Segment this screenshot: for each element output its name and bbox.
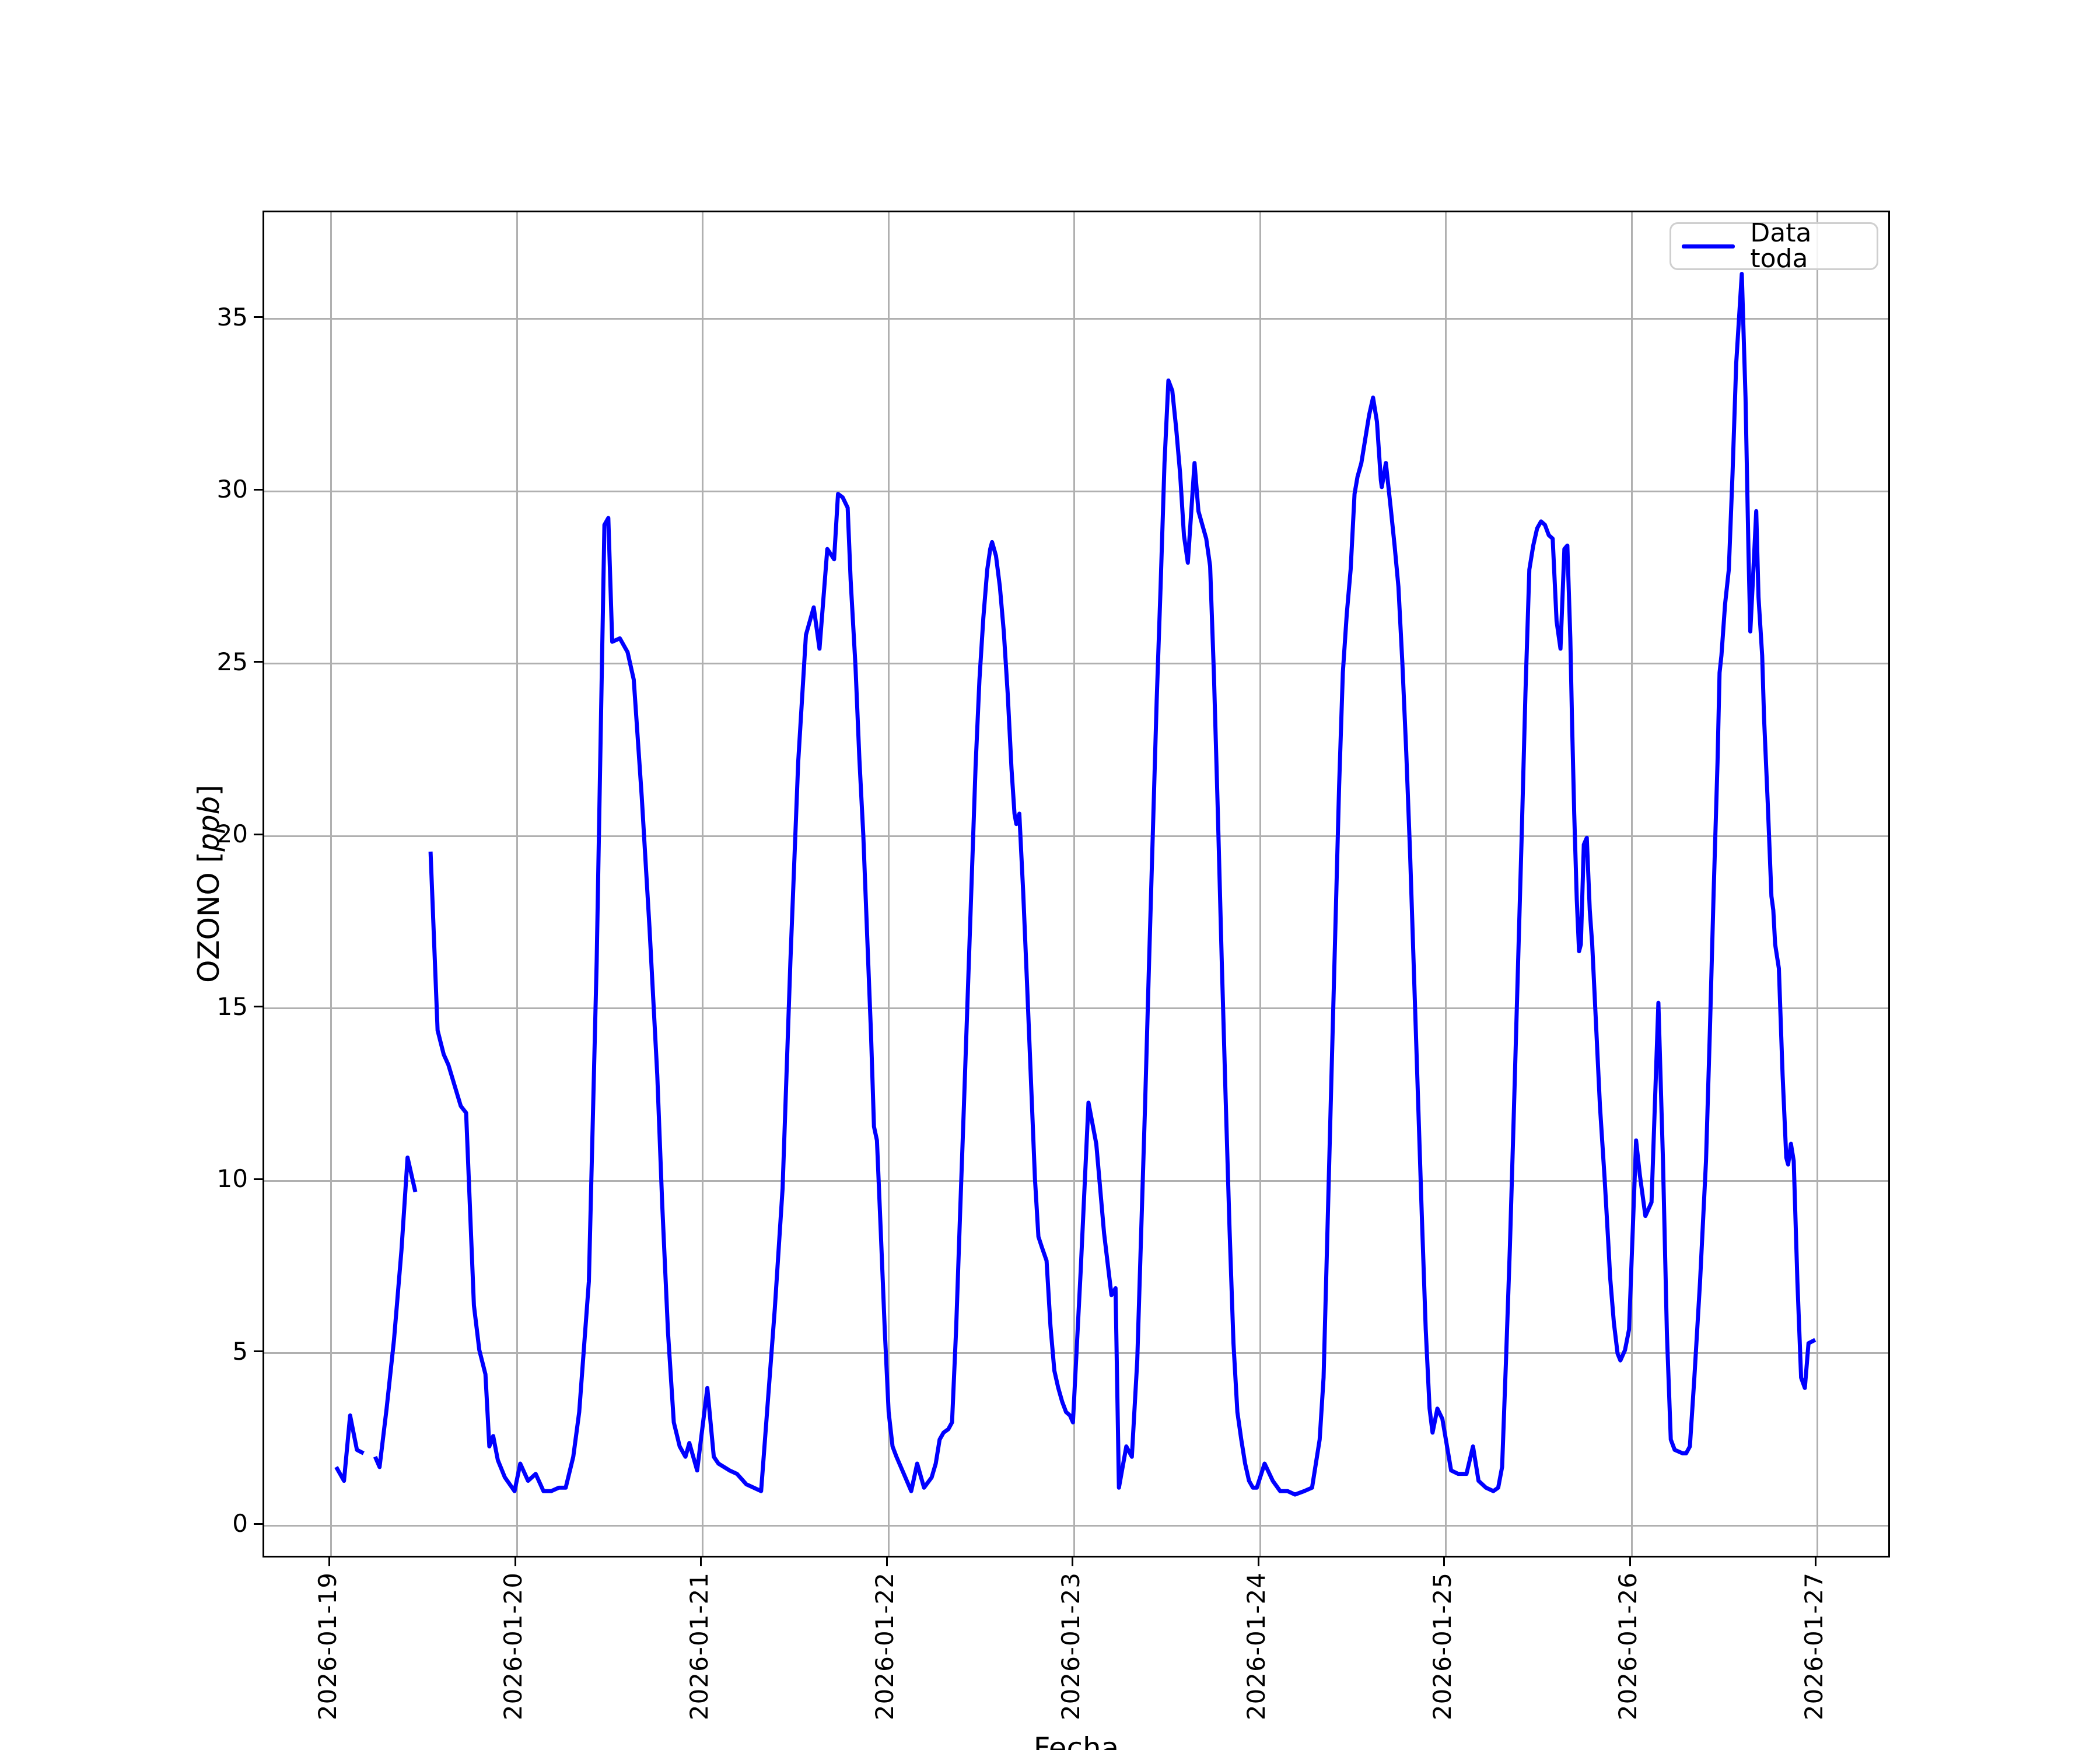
y-tick-label: 5 xyxy=(232,1336,248,1366)
y-tick-mark xyxy=(254,1522,262,1525)
legend: Data toda xyxy=(1670,218,1878,274)
x-gridline xyxy=(516,212,518,1556)
x-tick-label: 2026-01-26 xyxy=(1614,1572,1643,1721)
x-tick-mark xyxy=(1257,1558,1259,1566)
y-tick-mark xyxy=(254,316,262,318)
data-line xyxy=(373,1155,418,1469)
x-gridline xyxy=(1073,212,1076,1556)
y-axis-label: OZONO [ppb] xyxy=(192,785,226,983)
y-gridline xyxy=(264,1180,1888,1182)
x-tick-mark xyxy=(1629,1558,1631,1566)
x-tick-label: 2026-01-19 xyxy=(313,1572,342,1721)
y-tick-label: 15 xyxy=(216,992,248,1021)
plot-area xyxy=(262,211,1890,1558)
y-tick-mark xyxy=(254,488,262,491)
x-tick-label: 2026-01-24 xyxy=(1242,1572,1271,1721)
y-tick-label: 20 xyxy=(216,820,248,849)
y-tick-label: 10 xyxy=(216,1164,248,1194)
y-gridline xyxy=(264,663,1888,665)
x-tick-label: 2026-01-23 xyxy=(1056,1572,1085,1721)
x-tick-mark xyxy=(1443,1558,1446,1566)
legend-line-sample xyxy=(1682,244,1735,249)
x-tick-mark xyxy=(514,1558,516,1566)
x-gridline xyxy=(1445,212,1447,1556)
x-tick-mark xyxy=(1072,1558,1074,1566)
y-tick-mark xyxy=(254,1178,262,1180)
y-gridline xyxy=(264,1524,1888,1527)
legend-label: Data toda xyxy=(1750,218,1812,274)
y-axis-label-unit: ppb xyxy=(192,796,226,852)
y-gridline xyxy=(264,835,1888,837)
x-gridline xyxy=(330,212,332,1556)
y-tick-mark xyxy=(254,661,262,663)
y-tick-mark xyxy=(254,1350,262,1353)
data-line xyxy=(334,1413,365,1483)
y-tick-label: 0 xyxy=(232,1509,248,1538)
x-gridline xyxy=(1817,212,1819,1556)
x-tick-label: 2026-01-20 xyxy=(499,1572,528,1721)
x-gridline xyxy=(702,212,704,1556)
y-axis-label-suffix: ] xyxy=(192,785,226,796)
x-tick-mark xyxy=(1815,1558,1817,1566)
x-tick-label: 2026-01-21 xyxy=(684,1572,713,1721)
x-gridline xyxy=(887,212,890,1556)
y-tick-label: 30 xyxy=(216,475,248,504)
x-gridline xyxy=(1630,212,1633,1556)
data-line xyxy=(428,272,1817,1497)
y-gridline xyxy=(264,318,1888,320)
x-tick-label: 2026-01-22 xyxy=(870,1572,900,1721)
y-tick-label: 25 xyxy=(216,647,248,676)
x-tick-mark xyxy=(700,1558,702,1566)
y-gridline xyxy=(264,1007,1888,1010)
x-gridline xyxy=(1259,212,1261,1556)
y-tick-mark xyxy=(254,1006,262,1008)
x-tick-label: 2026-01-27 xyxy=(1799,1572,1828,1721)
x-tick-mark xyxy=(328,1558,331,1566)
y-tick-label: 35 xyxy=(216,302,248,331)
x-axis-label: Fecha xyxy=(1033,1731,1119,1750)
x-tick-label: 2026-01-25 xyxy=(1427,1572,1457,1721)
x-tick-mark xyxy=(886,1558,888,1566)
y-axis-label-prefix: OZONO [ xyxy=(192,851,226,983)
y-tick-mark xyxy=(254,833,262,835)
data-line-svg xyxy=(334,272,1817,1497)
y-gridline xyxy=(264,490,1888,492)
